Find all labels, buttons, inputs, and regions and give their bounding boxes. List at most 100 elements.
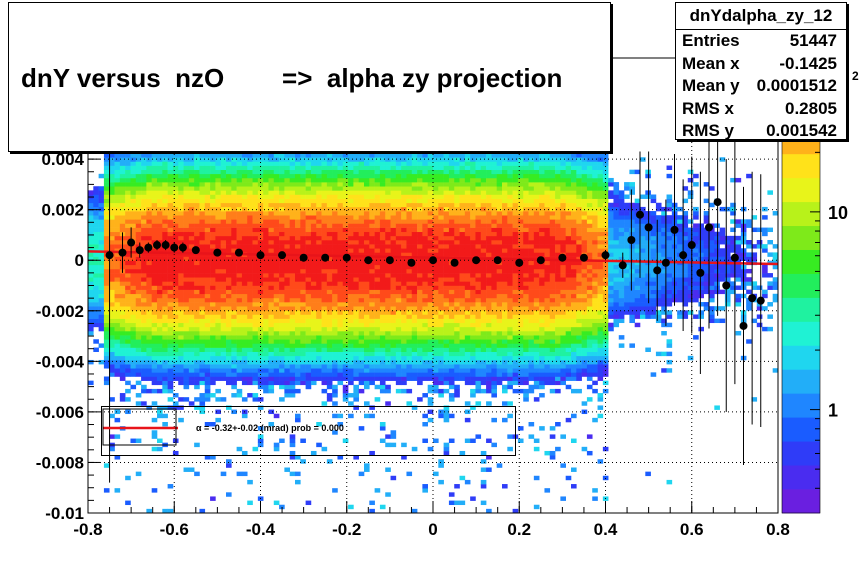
- heatmap-cell: [379, 240, 386, 245]
- heatmap-cell: [119, 194, 126, 199]
- heatmap-cell: [390, 281, 397, 286]
- heatmap-cell: [337, 376, 344, 381]
- heatmap-cell: [210, 260, 216, 266]
- heatmap-cell: [273, 446, 280, 452]
- heatmap-cell: [406, 161, 413, 166]
- heatmap-cell: [379, 355, 386, 361]
- heatmap-cell: [220, 347, 227, 352]
- heatmap-cell: [422, 343, 428, 348]
- heatmap-cell: [369, 343, 375, 348]
- heatmap-cell: [172, 335, 179, 340]
- heatmap-cell: [433, 471, 439, 477]
- heatmap-cell: [443, 339, 450, 344]
- heatmap-cell: [337, 153, 344, 158]
- heatmap-cell: [178, 211, 184, 216]
- heatmap-cell: [358, 194, 365, 199]
- heatmap-cell: [231, 219, 237, 224]
- heatmap-cell: [114, 252, 121, 257]
- heatmap-cell: [172, 306, 179, 311]
- heatmap-cell: [167, 376, 174, 381]
- heatmap-cell: [316, 372, 322, 377]
- heatmap-cell: [141, 347, 147, 352]
- heatmap-cell: [167, 302, 174, 307]
- heatmap-cell: [289, 153, 296, 158]
- heatmap-cell: [130, 223, 137, 228]
- heatmap-cell: [448, 285, 455, 290]
- heatmap-cell: [401, 310, 407, 315]
- heatmap-cell: [342, 297, 349, 303]
- heatmap-cell: [464, 227, 471, 233]
- heatmap-cell: [103, 227, 110, 233]
- heatmap-cell: [226, 277, 232, 282]
- heatmap-cell: [475, 248, 482, 253]
- heatmap-cell: [215, 409, 221, 415]
- heatmap-cell: [342, 306, 349, 311]
- heatmap-cell: [395, 169, 402, 175]
- heatmap-cell: [443, 289, 450, 295]
- heatmap-cell: [141, 165, 147, 170]
- heatmap-cell: [114, 417, 121, 423]
- heatmap-cell: [470, 182, 476, 187]
- heatmap-cell: [348, 331, 354, 336]
- heatmap-cell: [247, 231, 253, 237]
- heatmap-cell: [167, 264, 174, 270]
- heatmap-cell: [433, 438, 439, 443]
- heatmap-cell: [178, 376, 184, 381]
- heatmap-cell: [146, 302, 152, 307]
- heatmap-cell: [210, 289, 216, 295]
- heatmap-cell: [364, 244, 370, 249]
- heatmap-cell: [162, 331, 168, 336]
- heatmap-cell: [448, 364, 455, 369]
- heatmap-cell: [353, 165, 359, 170]
- heatmap-cell: [348, 194, 354, 199]
- heatmap-cell: [172, 169, 179, 175]
- heatmap-cell: [417, 244, 423, 249]
- heatmap-cell: [417, 339, 423, 344]
- heatmap-cell: [379, 277, 386, 282]
- heatmap-cell: [433, 157, 439, 162]
- heatmap-cell: [257, 198, 264, 204]
- heatmap-cell: [199, 335, 206, 340]
- heatmap-cell: [470, 339, 476, 344]
- heatmap-cell: [199, 202, 206, 208]
- heatmap-cell: [385, 339, 391, 344]
- heatmap-cell: [114, 198, 121, 204]
- heatmap-cell: [215, 177, 221, 183]
- heatmap-cell: [199, 277, 206, 282]
- heatmap-cell: [438, 359, 444, 365]
- heatmap-cell: [157, 235, 163, 241]
- heatmap-cell: [284, 219, 290, 224]
- heatmap-cell: [178, 173, 184, 179]
- heatmap-cell: [125, 153, 131, 158]
- heatmap-cell: [300, 235, 306, 241]
- heatmap-cell: [268, 198, 275, 204]
- heatmap-cell: [454, 376, 460, 381]
- heatmap-cell: [236, 347, 243, 352]
- heatmap-cell: [199, 198, 206, 204]
- heatmap-cell: [369, 314, 375, 319]
- heatmap-cell: [454, 293, 460, 299]
- heatmap-cell: [379, 223, 386, 228]
- heatmap-cell: [188, 372, 195, 377]
- heatmap-cell: [417, 302, 423, 307]
- heatmap-cell: [295, 376, 301, 381]
- heatmap-cell: [215, 211, 221, 216]
- heatmap-cell: [141, 240, 147, 245]
- heatmap-cell: [273, 248, 280, 253]
- heatmap-cell: [353, 306, 359, 311]
- heatmap-cell: [268, 277, 275, 282]
- heatmap-cell: [411, 268, 418, 274]
- heatmap-cell: [364, 177, 370, 183]
- heatmap-cell: [364, 343, 370, 348]
- heatmap-cell: [342, 293, 349, 299]
- heatmap-cell: [348, 302, 354, 307]
- heatmap-cell: [433, 306, 439, 311]
- heatmap-cell: [300, 240, 306, 245]
- heatmap-cell: [257, 293, 264, 299]
- heatmap-cell: [390, 343, 397, 348]
- heatmap-cell: [417, 161, 423, 166]
- heatmap-cell: [454, 231, 460, 237]
- heatmap-cell: [374, 314, 381, 319]
- heatmap-cell: [257, 326, 264, 332]
- heatmap-cell: [385, 165, 391, 170]
